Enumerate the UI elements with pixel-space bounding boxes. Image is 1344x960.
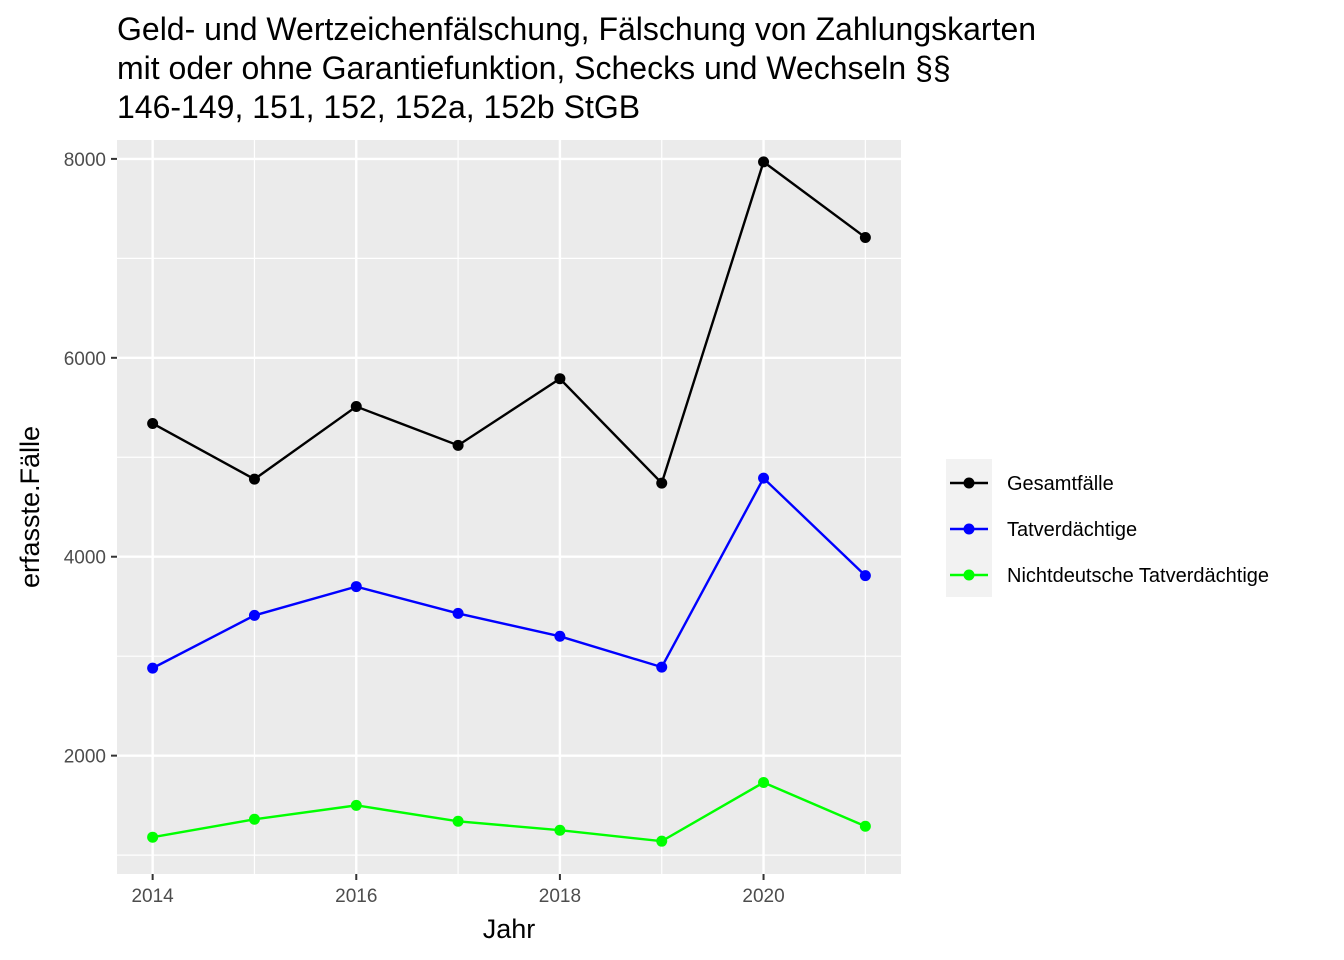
data-point [452, 815, 464, 827]
data-point [147, 417, 159, 429]
data-point [248, 473, 260, 485]
data-point [248, 813, 260, 825]
data-point [859, 231, 871, 243]
y-axis-title: erfasste.Fälle [15, 426, 45, 588]
data-point [147, 831, 159, 843]
x-tick-label: 2014 [131, 886, 174, 907]
legend: Gesamtfälle Tatverdächtige Nichtdeutsche T… [946, 459, 1269, 597]
title-line-2: mit oder ohne Garantiefunktion, Schecks … [117, 50, 951, 86]
data-point [554, 630, 566, 642]
legend-key-point [963, 477, 975, 489]
x-tick-label: 2018 [539, 886, 581, 907]
grid-lines [117, 140, 901, 874]
data-point [452, 439, 464, 451]
data-point [554, 373, 566, 385]
y-tick-label: 6000 [64, 349, 106, 370]
legend-label: Tatverdächtige [1007, 519, 1137, 541]
data-point [656, 835, 668, 847]
legend-label: Gesamtfälle [1007, 473, 1114, 495]
plot-panel [117, 140, 901, 874]
data-point [350, 799, 362, 811]
series-nichtdeutsche-tatverdaechtige [147, 776, 871, 847]
data-point [350, 581, 362, 593]
legend-key-point [963, 523, 975, 535]
y-tick-label: 2000 [64, 747, 106, 768]
series-line [152, 781, 866, 843]
x-axis-title: Jahr [483, 914, 536, 944]
series-line [152, 476, 867, 670]
series-line [152, 159, 867, 486]
legend-item: Gesamtfälle [950, 473, 1114, 495]
data-point [758, 776, 770, 788]
data-point [554, 824, 566, 836]
data-point [758, 472, 770, 484]
data-point [656, 477, 668, 489]
series-tatverdaechtige [147, 472, 871, 674]
legend-label: Nichtdeutsche Tatverdächtige [1007, 565, 1269, 587]
data-point [758, 156, 770, 168]
x-tick-label: 2020 [742, 886, 784, 907]
data-point [859, 570, 871, 582]
data-point [248, 609, 260, 621]
title-line-3: 146-149, 151, 152, 152a, 152b StGB [117, 89, 640, 125]
data-point [859, 820, 871, 832]
data-point [452, 607, 464, 619]
axes: 2000 4000 6000 8000 2014 2016 2018 2020 [64, 150, 785, 907]
chart-title: Geld- und Wertzeichenfälschung, Fälschun… [117, 11, 1036, 125]
title-line-1: Geld- und Wertzeichenfälschung, Fälschun… [117, 11, 1036, 47]
data-point [147, 662, 159, 674]
data-point [350, 401, 362, 413]
y-tick-label: 4000 [64, 548, 106, 569]
legend-key-point [963, 569, 975, 581]
legend-item: Nichtdeutsche Tatverdächtige [950, 565, 1269, 587]
legend-item: Tatverdächtige [950, 519, 1137, 541]
y-tick-label: 8000 [64, 150, 106, 171]
x-tick-label: 2016 [335, 886, 377, 907]
data-series [147, 156, 871, 847]
series-gesamtfaelle [147, 156, 871, 489]
data-point [656, 661, 668, 673]
